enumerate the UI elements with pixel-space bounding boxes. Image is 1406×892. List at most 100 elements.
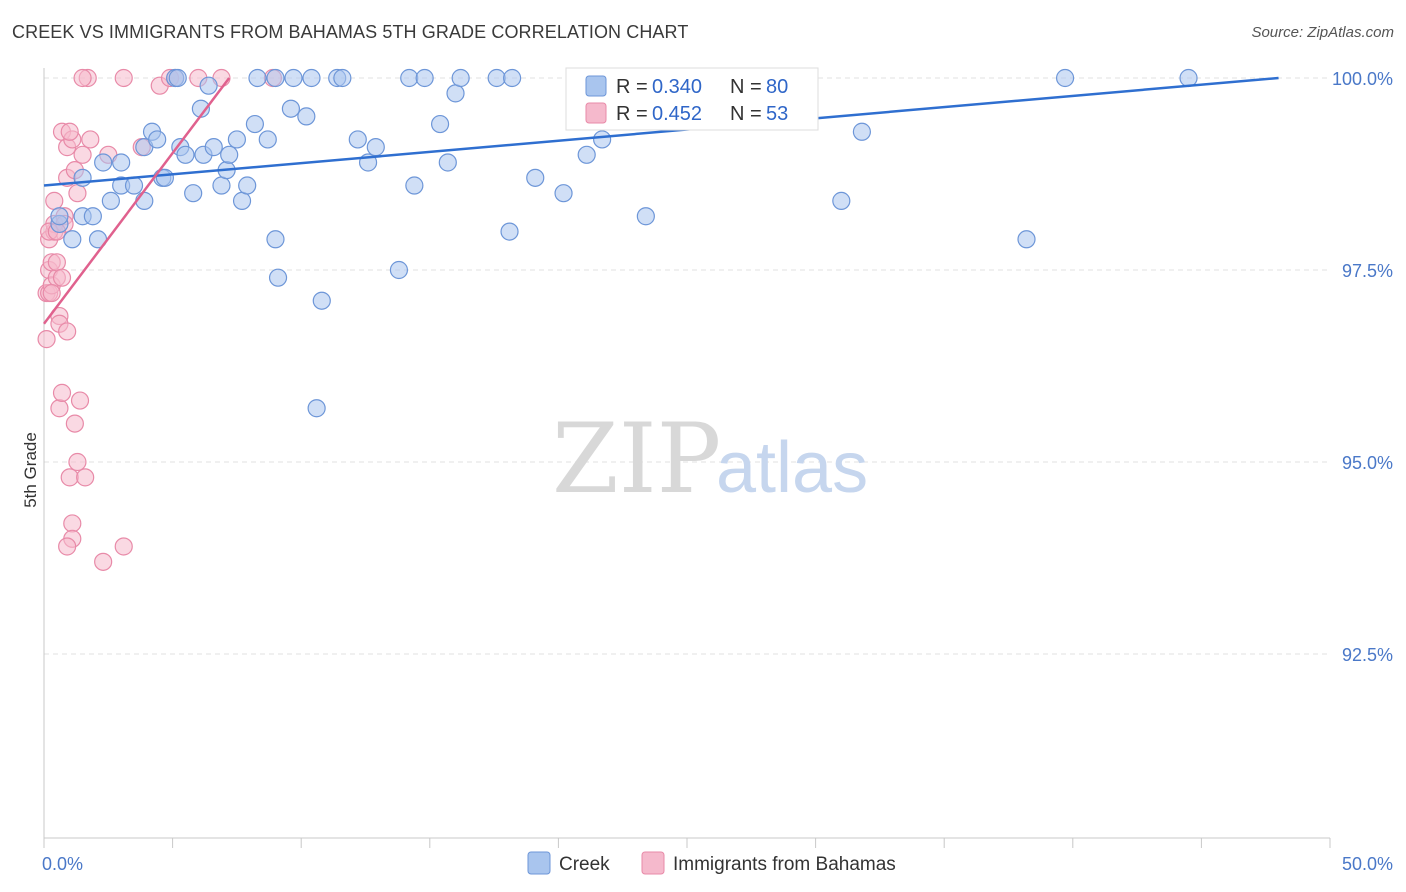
creek-point	[500, 222, 519, 241]
trend-line-bahamas	[43, 77, 231, 325]
bahamas-point	[68, 452, 87, 472]
creek-point	[135, 191, 154, 210]
legend-n-label-creek: N =	[730, 76, 762, 98]
creek-point	[63, 230, 82, 249]
creek-point	[232, 191, 252, 210]
creek-point	[284, 68, 303, 88]
bahamas-point	[60, 468, 79, 487]
watermark-atlas: atlas	[716, 428, 868, 508]
trend-line-creek	[43, 76, 1279, 187]
bahamas-point	[63, 514, 82, 533]
creek-point	[220, 145, 239, 164]
bahamas-point	[65, 414, 84, 433]
bottom-legend: Creek Immigrants from Bahamas	[527, 851, 896, 875]
creek-point	[503, 68, 522, 88]
legend-n-value-bahamas: 53	[766, 103, 788, 125]
y-tick-labels: 92.5% 95.0% 97.5% 100.0%	[1332, 69, 1393, 665]
creek-point	[248, 68, 267, 88]
creek-point	[268, 268, 288, 287]
y-tick-label: 100.0%	[1332, 69, 1393, 89]
creek-point	[199, 76, 218, 95]
legend-r-label-creek: R =	[616, 76, 648, 98]
creek-point	[487, 68, 506, 88]
x-tick-label-min: 0.0%	[42, 854, 83, 874]
creek-point	[366, 138, 385, 157]
bahamas-point	[76, 468, 95, 487]
creek-point	[438, 153, 457, 172]
y-tick-label: 97.5%	[1342, 261, 1393, 281]
x-tick-labels: 0.0% 50.0%	[42, 854, 1393, 874]
bahamas-point	[52, 383, 72, 402]
legend-r-value-bahamas: 0.452	[652, 103, 702, 125]
bahamas-point	[114, 68, 133, 88]
creek-point	[297, 107, 316, 126]
creek-point	[1179, 68, 1198, 88]
legend-n-value-creek: 80	[766, 76, 788, 98]
creek-point	[101, 191, 120, 210]
source-label: Source: ZipAtlas.com	[1251, 24, 1394, 41]
creek-point	[554, 184, 573, 203]
creek-point	[577, 145, 596, 164]
creek-point	[266, 68, 285, 88]
creek-point	[400, 68, 419, 88]
creek-point	[415, 68, 434, 88]
creek-point	[148, 130, 167, 149]
bahamas-point	[68, 184, 87, 203]
creek-point	[405, 176, 424, 195]
creek-point	[94, 153, 113, 172]
bahamas-point	[94, 552, 113, 571]
chart-title: CREEK VS IMMIGRANTS FROM BAHAMAS 5TH GRA…	[12, 22, 689, 42]
creek-point	[1017, 230, 1036, 249]
bahamas-point	[58, 537, 77, 556]
creek-point	[227, 130, 246, 149]
legend-swatch-creek	[585, 75, 607, 97]
bottom-legend-label-creek: Creek	[559, 854, 610, 875]
creek-point	[184, 184, 203, 203]
bahamas-point	[50, 399, 69, 418]
creek-point	[1055, 68, 1075, 88]
bahamas-point	[58, 322, 77, 341]
creek-point	[593, 130, 612, 149]
creek-point	[430, 114, 450, 134]
creek-point	[348, 130, 367, 149]
bahamas-point	[60, 122, 79, 141]
bahamas-point	[42, 283, 61, 303]
bottom-legend-swatch-bahamas	[641, 851, 665, 875]
creek-point	[168, 68, 187, 88]
creek-point	[389, 260, 409, 280]
bahamas-point	[73, 145, 92, 164]
x-tick-label-max: 50.0%	[1342, 854, 1393, 874]
trend-lines	[43, 76, 1279, 325]
bahamas-point	[70, 391, 90, 410]
creek-point	[281, 99, 301, 118]
creek-point	[124, 176, 144, 195]
creek-point	[83, 207, 102, 226]
y-tick-label: 95.0%	[1342, 453, 1393, 473]
creek-point	[446, 84, 465, 103]
creek-point	[307, 399, 326, 418]
bottom-legend-label-bahamas: Immigrants from Bahamas	[673, 854, 896, 875]
legend-r-label-bahamas: R =	[616, 103, 648, 125]
creek-point	[112, 153, 131, 172]
creek-point	[636, 207, 655, 226]
bahamas-point	[81, 130, 100, 149]
creek-point	[302, 68, 321, 88]
creek-point	[526, 168, 545, 187]
watermark-zip: ZIP	[552, 403, 721, 515]
bahamas-point	[45, 191, 64, 210]
bahamas-point	[114, 537, 133, 556]
creek-point	[204, 138, 223, 157]
creek-point	[852, 122, 871, 141]
legend-r-value-creek: 0.340	[652, 76, 702, 98]
legend-n-label-bahamas: N =	[730, 103, 762, 125]
bottom-legend-swatch-creek	[527, 851, 551, 875]
bahamas-point	[47, 253, 66, 272]
creek-point	[451, 68, 470, 88]
creek-point	[266, 230, 285, 249]
y-tick-label: 92.5%	[1342, 645, 1393, 665]
watermark: ZIP atlas	[552, 403, 868, 515]
creek-point	[176, 145, 195, 164]
bahamas-point	[52, 268, 72, 287]
creek-point	[238, 176, 257, 195]
